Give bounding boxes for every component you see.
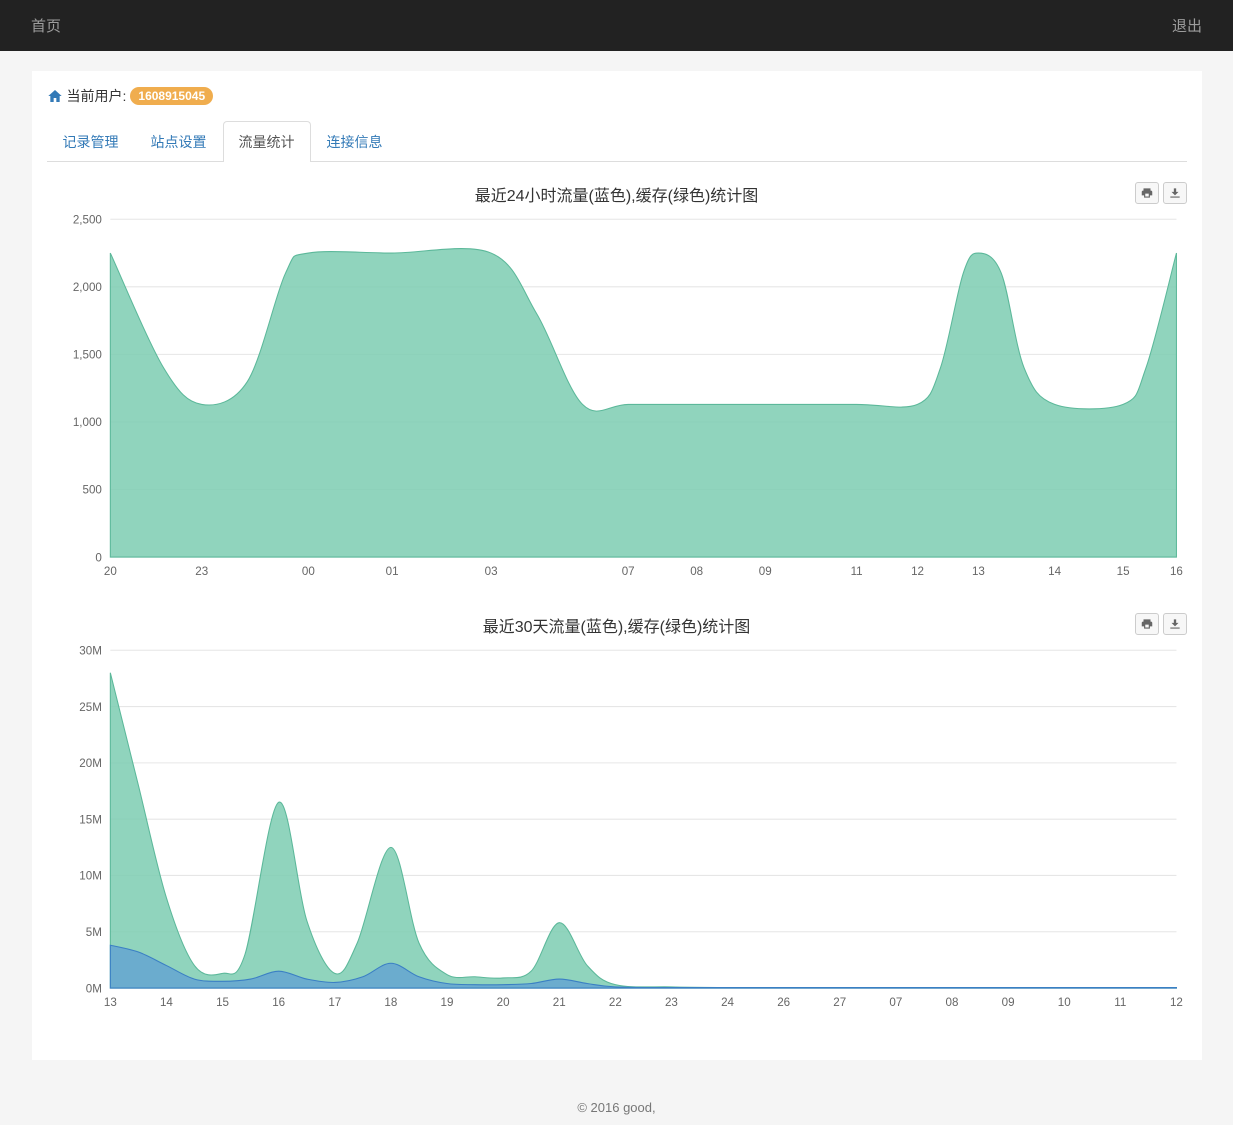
svg-text:0: 0 — [95, 551, 101, 564]
print-button[interactable] — [1135, 613, 1159, 635]
svg-text:07: 07 — [621, 565, 634, 578]
svg-text:01: 01 — [385, 565, 398, 578]
svg-text:11: 11 — [850, 565, 862, 578]
svg-text:21: 21 — [552, 996, 565, 1009]
svg-text:27: 27 — [833, 996, 846, 1009]
user-id-badge: 1608915045 — [130, 87, 213, 105]
tab-1[interactable]: 站点设置 — [135, 121, 223, 162]
current-user-label: 当前用户: — [67, 86, 127, 106]
chart-30d: 0M 5M 10M 15M 20M 25M 30M 13 14 15 16 17 18 19 20 21 22 2… — [47, 645, 1187, 1014]
topbar: 首页 退出 — [0, 0, 1233, 51]
home-icon — [47, 88, 63, 104]
download-button[interactable] — [1163, 182, 1187, 204]
svg-text:07: 07 — [889, 996, 902, 1009]
svg-text:20: 20 — [496, 996, 509, 1009]
svg-text:00: 00 — [301, 565, 314, 578]
download-button[interactable] — [1163, 613, 1187, 635]
tab-2[interactable]: 流量统计 — [223, 121, 311, 162]
svg-text:24: 24 — [721, 996, 734, 1009]
download-icon — [1168, 186, 1182, 200]
svg-text:08: 08 — [690, 565, 703, 578]
chart-24h-wrap: 最近24小时流量(蓝色),缓存(绿色)统计图 0 500 1,000 1,500 2,0… — [47, 182, 1187, 583]
svg-text:15: 15 — [216, 996, 229, 1009]
svg-text:12: 12 — [1169, 996, 1182, 1009]
chart-30d-title: 最近30天流量(蓝色),缓存(绿色)统计图 — [47, 613, 1187, 637]
svg-text:20M: 20M — [79, 758, 102, 771]
svg-text:19: 19 — [440, 996, 453, 1009]
svg-text:13: 13 — [971, 565, 984, 578]
download-icon — [1168, 617, 1182, 631]
nav-logout[interactable]: 退出 — [1157, 0, 1217, 51]
footer: © 2016 good, — [0, 1080, 1233, 1125]
chart-30d-wrap: 最近30天流量(蓝色),缓存(绿色)统计图 0M 5M 10M 15M 20M 25M 30… — [47, 613, 1187, 1014]
chart-24h-title: 最近24小时流量(蓝色),缓存(绿色)统计图 — [47, 182, 1187, 206]
svg-text:16: 16 — [272, 996, 285, 1009]
svg-text:14: 14 — [1048, 565, 1061, 578]
svg-text:2,000: 2,000 — [72, 281, 101, 294]
svg-text:2,500: 2,500 — [72, 214, 101, 226]
svg-text:1,000: 1,000 — [72, 416, 101, 429]
svg-text:12: 12 — [911, 565, 924, 578]
svg-text:09: 09 — [1001, 996, 1014, 1009]
svg-text:30M: 30M — [79, 645, 102, 657]
svg-text:0M: 0M — [85, 983, 101, 996]
svg-text:26: 26 — [777, 996, 790, 1009]
print-button[interactable] — [1135, 182, 1159, 204]
svg-text:14: 14 — [159, 996, 172, 1009]
chart-24h: 0 500 1,000 1,500 2,000 2,500 20 23 00 01 03 07 08 09… — [47, 214, 1187, 583]
svg-text:23: 23 — [664, 996, 677, 1009]
print-icon — [1140, 186, 1154, 200]
svg-text:13: 13 — [103, 996, 116, 1009]
svg-text:10: 10 — [1057, 996, 1070, 1009]
svg-text:09: 09 — [758, 565, 771, 578]
svg-text:15M: 15M — [79, 814, 102, 827]
svg-text:11: 11 — [1114, 996, 1126, 1009]
svg-text:03: 03 — [484, 565, 497, 578]
svg-text:17: 17 — [328, 996, 341, 1009]
current-user-row: 当前用户: 1608915045 — [47, 86, 1187, 106]
svg-text:23: 23 — [195, 565, 208, 578]
tab-3[interactable]: 连接信息 — [311, 121, 399, 162]
svg-text:16: 16 — [1169, 565, 1182, 578]
tabs: 记录管理站点设置流量统计连接信息 — [47, 121, 1187, 162]
svg-text:25M: 25M — [79, 701, 102, 714]
svg-text:10M: 10M — [79, 870, 102, 883]
svg-text:1,500: 1,500 — [72, 349, 101, 362]
main-panel: 当前用户: 1608915045 记录管理站点设置流量统计连接信息 最近24小时… — [32, 71, 1202, 1060]
svg-text:08: 08 — [945, 996, 958, 1009]
nav-home[interactable]: 首页 — [16, 0, 76, 51]
chart-24h-actions — [1135, 182, 1187, 204]
svg-text:500: 500 — [82, 484, 101, 497]
svg-text:5M: 5M — [85, 926, 101, 939]
print-icon — [1140, 617, 1154, 631]
svg-text:22: 22 — [608, 996, 621, 1009]
svg-text:15: 15 — [1116, 565, 1129, 578]
svg-text:20: 20 — [103, 565, 116, 578]
svg-text:18: 18 — [384, 996, 397, 1009]
tab-0[interactable]: 记录管理 — [47, 121, 135, 162]
chart-30d-actions — [1135, 613, 1187, 635]
